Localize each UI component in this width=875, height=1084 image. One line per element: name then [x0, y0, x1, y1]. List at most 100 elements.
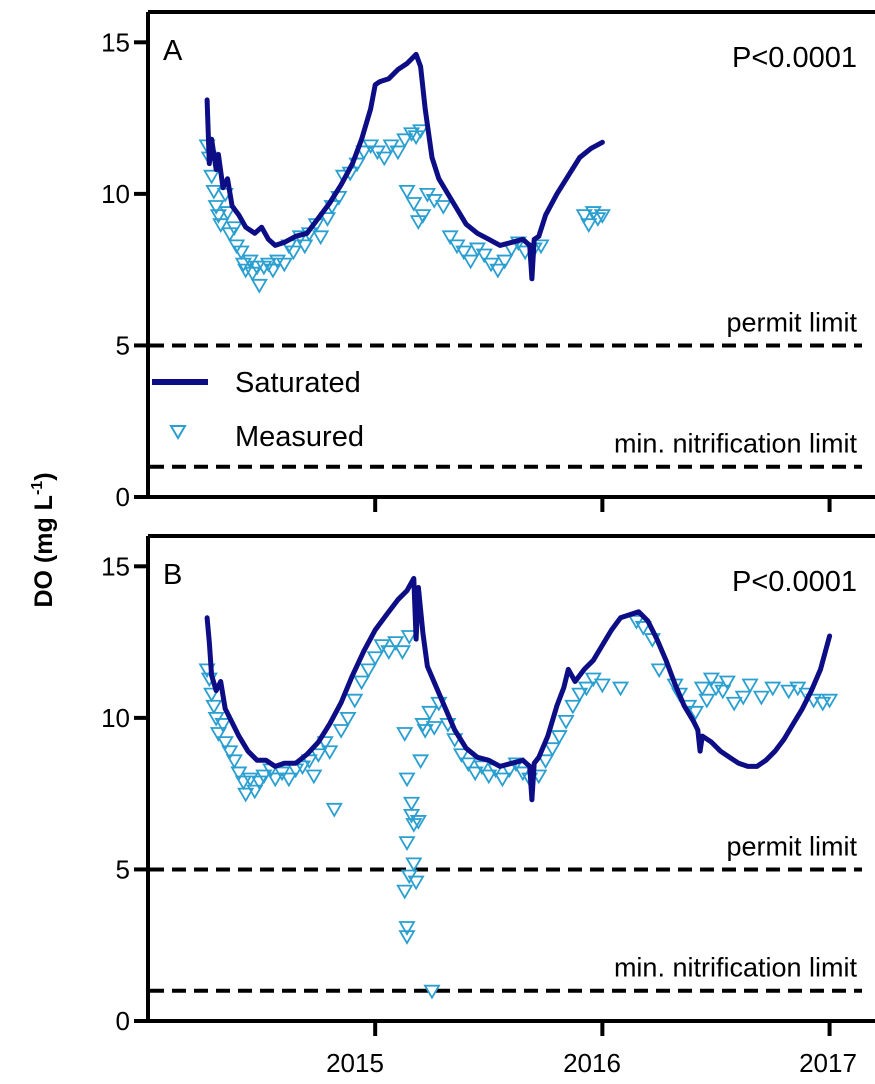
- panel-a-reference-label-nitrification: min. nitrification limit: [614, 429, 858, 459]
- panel-b-y-tick-label: 10: [101, 703, 130, 733]
- panel-b-measured-point: [400, 630, 418, 645]
- panel-b-measured-point: [714, 684, 732, 700]
- panel-b-measured-point: [409, 815, 427, 830]
- panel-a-y-tick-label: 5: [116, 330, 130, 360]
- panel-b-measured-point: [339, 711, 357, 727]
- panel-b-measured-point: [416, 724, 434, 739]
- panel-b-measured-point: [352, 675, 371, 691]
- panel-a-label: A: [163, 35, 183, 67]
- panel-a-measured-point: [284, 245, 302, 261]
- panel-a-measured-point: [593, 209, 611, 224]
- panel-b-measured-point: [557, 715, 575, 730]
- panel-b-measured-point: [734, 690, 752, 706]
- panel-b-label: B: [163, 559, 182, 591]
- panel-a-measured-point: [575, 209, 593, 224]
- panel-a-measured-point: [475, 248, 493, 264]
- panel-a-measured-point: [205, 184, 223, 200]
- panel-b-measured-point: [266, 772, 284, 788]
- panel-b-measured-point: [359, 663, 377, 679]
- panel-b-measured-point: [209, 727, 227, 742]
- panel-b-measured-point: [346, 693, 364, 709]
- panel-b-measured-point: [398, 836, 416, 851]
- panel-a-measured-point: [396, 133, 414, 149]
- panel-a-measured-point: [398, 184, 416, 200]
- legend-measured-marker: [169, 425, 187, 440]
- panel-a-measured-point: [375, 151, 393, 167]
- panel-b-measured-point: [332, 724, 350, 739]
- panel-b-measured-point: [407, 875, 425, 891]
- panel-a-measured-point: [532, 239, 550, 255]
- panel-b-measured-point: [393, 645, 412, 660]
- panel-a: permit limit min. nitrification limit 0 5 10…: [101, 10, 875, 512]
- panel-a-measured-point: [296, 239, 314, 255]
- panel-b-measured-point: [255, 769, 273, 785]
- panel-b-measured-point: [725, 696, 743, 712]
- panel-b-measured-point: [634, 621, 652, 636]
- legend-saturated-label: Saturated: [235, 367, 361, 399]
- panel-b-measured-point: [537, 754, 555, 770]
- panel-a-measured-point: [212, 218, 230, 233]
- panel-b-measured-point: [543, 742, 561, 757]
- panel-a-measured-point: [312, 230, 330, 246]
- panel-b-y-tick-label: 5: [116, 854, 130, 884]
- panel-a-y-tick-label: 0: [116, 482, 130, 512]
- panel-a-measured-point: [405, 197, 423, 212]
- panel-b-reference-label-nitrification: min. nitrification limit: [614, 953, 858, 983]
- panel-a-y-tick-label: 10: [101, 179, 130, 209]
- panel-b-measured-point: [216, 736, 234, 751]
- panel-b-measured-point: [452, 748, 471, 764]
- panel-b-measured-point: [550, 730, 568, 745]
- panel-a-measured-point: [441, 230, 459, 246]
- panel-a-measured-point: [407, 130, 425, 146]
- panel-b-y-tick-label: 15: [101, 551, 130, 581]
- panel-b-measured-point: [293, 760, 312, 776]
- panel-b-measured-point: [387, 636, 405, 651]
- panel-b-measured-point: [398, 930, 416, 945]
- legend: Saturated Measured: [152, 367, 364, 453]
- panel-a-measured-point: [402, 127, 421, 143]
- panel-b-measured-point: [577, 681, 596, 697]
- panel-a-y-tick-label: 15: [101, 27, 130, 57]
- panel-b-saturated-line: [204, 575, 833, 803]
- panel-b-measured-point: [764, 681, 782, 697]
- panel-b-measured-point: [466, 766, 484, 782]
- panel-b-measured-point: [814, 696, 832, 712]
- panel-b-measured-point: [246, 784, 264, 800]
- panel-b-reference-label-permit: permit limit: [726, 831, 857, 861]
- panel-a-measured-point: [389, 145, 407, 161]
- panel-b-measured-point: [693, 681, 711, 697]
- x-axis: 2015 2016 2017: [326, 1048, 857, 1078]
- panel-b-measured-point: [309, 748, 327, 764]
- panel-b-measured-point: [421, 705, 439, 721]
- panel-b-measured-point: [234, 775, 252, 791]
- panel-b-measured-point: [398, 921, 416, 936]
- panel-a-measured-point: [462, 254, 480, 270]
- y-axis-title-text: DO (mg L: [30, 495, 58, 608]
- panel-b-measured-point: [305, 769, 323, 785]
- panel-b: permit limit min. nitrification limit 0 5 10…: [101, 534, 875, 1036]
- panel-b-measured-point: [611, 681, 630, 697]
- panel-b-measured-point: [593, 678, 611, 694]
- panel-b-measured-point: [316, 736, 334, 751]
- legend-measured-label: Measured: [235, 421, 364, 453]
- panel-b-measured-point: [321, 745, 339, 761]
- panel-a-measured-point: [264, 263, 282, 279]
- panel-a-measured-point: [268, 254, 287, 270]
- panel-a-measured-point: [355, 145, 373, 161]
- panel-b-measured-point: [741, 678, 759, 694]
- panel-b-measured-point: [203, 687, 221, 703]
- panel-b-measured-point: [571, 687, 589, 703]
- panel-a-measured-point: [489, 263, 507, 279]
- panel-a-measured-point: [218, 206, 237, 221]
- panel-a-measured-point: [414, 209, 432, 224]
- y-axis-title-sup: -1: [29, 481, 46, 495]
- panel-b-measured-point: [214, 718, 232, 733]
- panel-b-measured-point: [405, 857, 423, 873]
- panel-b-measured-point: [780, 684, 798, 700]
- panel-b-stat-label: P<0.0001: [732, 566, 857, 598]
- svg-text:DO (mg L-1): DO (mg L-1): [29, 472, 58, 607]
- x-tick-label-2015: 2015: [326, 1048, 384, 1078]
- panel-b-measured-point: [423, 984, 441, 1000]
- panel-b-measured-point: [564, 699, 582, 715]
- x-tick-label-2016: 2016: [563, 1048, 621, 1078]
